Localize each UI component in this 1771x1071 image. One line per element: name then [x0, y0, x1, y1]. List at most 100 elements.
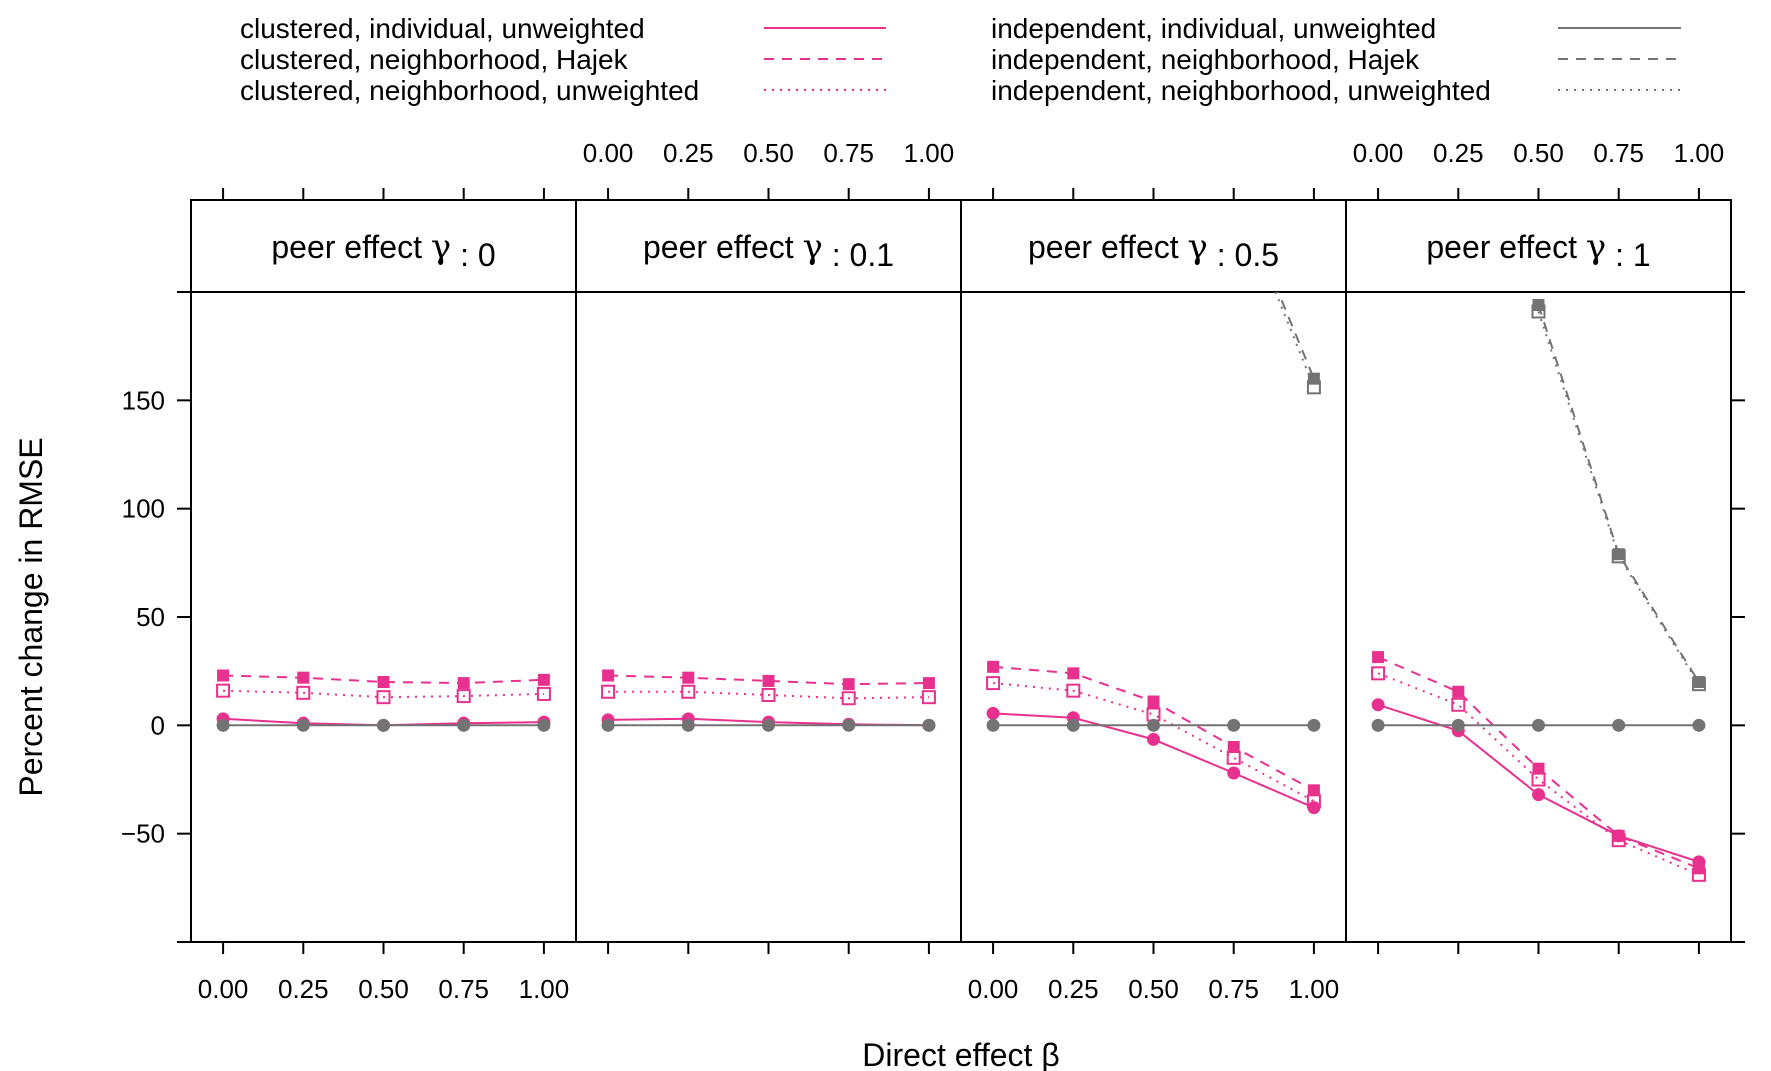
- data-point: [537, 673, 550, 686]
- legend-label: clustered, individual, unweighted: [240, 13, 645, 44]
- data-point: [456, 689, 471, 704]
- data-point: [1611, 549, 1626, 564]
- data-point: [1306, 794, 1321, 809]
- data-point: [297, 671, 310, 684]
- data-point: [762, 674, 775, 687]
- panel-strip-label: peer effect γ : 0: [271, 227, 495, 273]
- series-ii_u: [601, 718, 936, 732]
- data-point: [1227, 718, 1241, 732]
- data-point: [1532, 718, 1545, 732]
- data-point: [296, 718, 310, 732]
- y-axis-title: Percent change in RMSE: [13, 437, 49, 796]
- data-point: [922, 677, 935, 690]
- data-point: [1531, 304, 1546, 319]
- data-point: [1307, 718, 1321, 732]
- panel-plot-area: [601, 669, 936, 732]
- data-point: [761, 688, 776, 702]
- data-point: [536, 686, 551, 701]
- data-point: [1066, 718, 1080, 732]
- y-tick-label: 150: [122, 385, 165, 415]
- series-ii_u: [216, 718, 551, 732]
- panel-strip-label: peer effect γ : 1: [1426, 227, 1650, 273]
- panel-1: peer effect γ : 0 0.00 0.25 0.50 0.75 1.00: [190, 188, 577, 1004]
- x-tick-label: 1.00: [519, 974, 570, 1004]
- data-point: [922, 718, 936, 732]
- panel-frame: [960, 291, 1347, 943]
- legend-item-ii_u: independent, individual, unweighted: [991, 13, 1681, 44]
- panel-plot-area: [1371, 299, 1706, 882]
- legend-label: independent, neighborhood, unweighted: [991, 75, 1491, 106]
- series-cn_h: [602, 669, 935, 691]
- x-tick-label: 0.25: [663, 138, 714, 168]
- data-point: [602, 669, 615, 682]
- panel-plot-area: [986, 178, 1321, 815]
- data-point: [1227, 741, 1240, 753]
- data-point: [1532, 762, 1545, 775]
- y-tick-label: −50: [121, 819, 165, 849]
- data-point: [1372, 651, 1385, 664]
- data-point: [1451, 697, 1466, 712]
- data-point: [842, 718, 856, 732]
- y-axis: −50 0 50 100 150: [121, 291, 1745, 943]
- data-point: [1226, 750, 1241, 765]
- x-tick-label: 0.50: [358, 974, 409, 1004]
- data-point: [1612, 718, 1626, 732]
- legend-item-in_u: independent, neighborhood, unweighted: [991, 75, 1681, 106]
- data-point: [921, 690, 936, 705]
- legend-label: clustered, neighborhood, Hajek: [240, 44, 629, 75]
- x-tick-label: 0.00: [968, 974, 1019, 1004]
- series-cn_h: [217, 669, 550, 690]
- data-point: [376, 690, 391, 705]
- panel-frame: [575, 291, 962, 943]
- legend-item-in_h: independent, neighborhood, Hajek: [991, 44, 1681, 75]
- panel-strip-label: peer effect γ : 0.5: [1028, 227, 1279, 273]
- x-tick-label: 1.00: [1289, 974, 1340, 1004]
- data-point: [1371, 698, 1385, 712]
- legend-item-ci_u: clustered, individual, unweighted: [240, 13, 886, 44]
- x-tick-label: 0.50: [1513, 138, 1564, 168]
- panel-frame: [190, 291, 577, 943]
- data-point: [1371, 666, 1386, 681]
- series-in_u: [1531, 304, 1706, 692]
- panel-strip: [575, 199, 962, 293]
- data-point: [296, 685, 311, 700]
- data-point: [1067, 667, 1080, 680]
- x-tick-label: 0.75: [1593, 138, 1644, 168]
- data-point: [841, 691, 856, 706]
- series-line: [223, 689, 544, 699]
- data-point: [1306, 380, 1321, 395]
- data-point: [1371, 718, 1385, 732]
- data-point: [1532, 788, 1545, 802]
- series-cn_u: [986, 676, 1321, 809]
- data-point: [1612, 829, 1625, 842]
- series-line: [608, 690, 929, 700]
- data-point: [217, 669, 230, 682]
- series-ii_u: [986, 718, 1321, 732]
- legend-item-cn_u: clustered, neighborhood, unweighted: [240, 75, 886, 106]
- series-cn_u: [601, 684, 936, 706]
- data-point: [681, 684, 696, 699]
- data-point: [377, 676, 390, 688]
- x-tick-label: 0.00: [198, 974, 249, 1004]
- data-point: [1692, 718, 1706, 732]
- data-point: [1452, 685, 1465, 698]
- panel-4: peer effect γ : 1 0.00 0.25 0.50 0.75 1.00: [1345, 138, 1732, 954]
- panel-strip-label: peer effect γ : 0.1: [643, 227, 894, 273]
- legend-label: independent, neighborhood, Hajek: [991, 44, 1420, 75]
- x-tick-label: 0.00: [1353, 138, 1404, 168]
- data-point: [682, 671, 695, 684]
- data-point: [537, 718, 551, 732]
- series-line: [1537, 311, 1700, 685]
- data-point: [1531, 772, 1546, 787]
- data-point: [1228, 178, 1240, 190]
- data-point: [601, 718, 615, 732]
- series-cn_u: [1371, 666, 1706, 882]
- data-point: [1147, 718, 1160, 732]
- data-point: [1691, 867, 1706, 882]
- data-point: [377, 718, 390, 732]
- panel-2: peer effect γ : 0.1 0.00 0.25 0.50 0.75 1.00: [575, 138, 962, 954]
- y-tick-label: 100: [122, 494, 165, 524]
- panel-frame: [1345, 291, 1732, 943]
- data-point: [1147, 695, 1160, 708]
- legend-label: independent, individual, unweighted: [991, 13, 1436, 44]
